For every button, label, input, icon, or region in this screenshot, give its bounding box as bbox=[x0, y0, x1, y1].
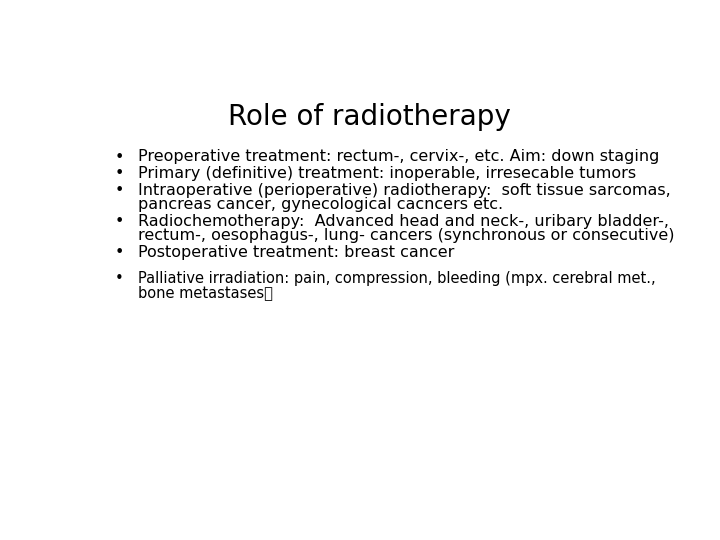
Text: •: • bbox=[114, 245, 124, 260]
Text: •: • bbox=[115, 271, 124, 286]
Text: bone metastases）: bone metastases） bbox=[138, 285, 273, 300]
Text: Postoperative treatment: breast cancer: Postoperative treatment: breast cancer bbox=[138, 245, 454, 260]
Text: Intraoperative (perioperative) radiotherapy:  soft tissue sarcomas,: Intraoperative (perioperative) radiother… bbox=[138, 184, 671, 198]
Text: •: • bbox=[114, 166, 124, 181]
Text: Role of radiotherapy: Role of radiotherapy bbox=[228, 103, 510, 131]
Text: pancreas cancer, gynecological cacncers etc.: pancreas cancer, gynecological cacncers … bbox=[138, 197, 503, 212]
Text: Preoperative treatment: rectum-, cervix-, etc. Aim: down staging: Preoperative treatment: rectum-, cervix-… bbox=[138, 150, 660, 165]
Text: rectum-, oesophagus-, lung- cancers (synchronous or consecutive): rectum-, oesophagus-, lung- cancers (syn… bbox=[138, 228, 675, 243]
Text: •: • bbox=[114, 184, 124, 198]
Text: Radiochemotherapy:  Advanced head and neck-, uribary bladder-,: Radiochemotherapy: Advanced head and nec… bbox=[138, 214, 669, 229]
Text: Primary (definitive) treatment: inoperable, irresecable tumors: Primary (definitive) treatment: inoperab… bbox=[138, 166, 636, 181]
Text: •: • bbox=[114, 150, 124, 165]
Text: •: • bbox=[114, 214, 124, 229]
Text: Palliative irradiation: pain, compression, bleeding (mpx. cerebral met.,: Palliative irradiation: pain, compressio… bbox=[138, 271, 656, 286]
